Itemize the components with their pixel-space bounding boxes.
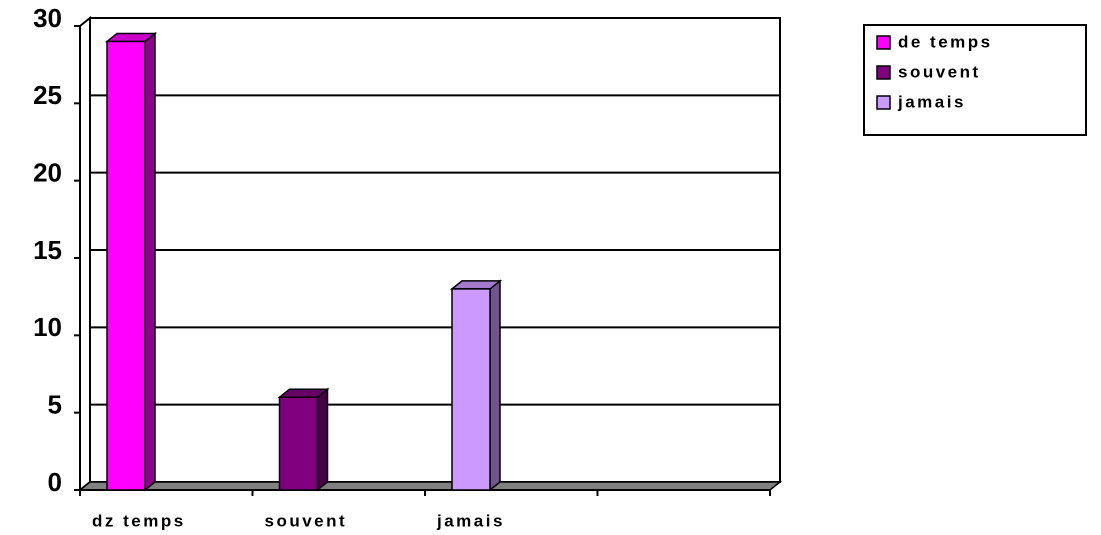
bar: [277, 387, 330, 492]
x-tick-label: dz temps: [92, 511, 186, 530]
y-tick-label: 5: [48, 390, 62, 420]
bar-front: [451, 288, 491, 491]
floor: [77, 481, 783, 491]
legend-swatch: [876, 65, 891, 80]
bar: [449, 279, 503, 492]
x-tick-label: souvent: [265, 511, 348, 530]
legend-box: [863, 24, 1087, 136]
legend-swatch: [876, 35, 891, 50]
legend-label: souvent: [898, 62, 981, 81]
y-tick-label: 30: [33, 3, 62, 33]
y-tick-label: 25: [33, 80, 62, 110]
legend-label: de temps: [898, 32, 993, 51]
bar-front: [278, 396, 319, 491]
y-tick-label: 15: [33, 235, 62, 265]
legend-label: jamais: [897, 92, 966, 111]
bar-side: [489, 279, 501, 492]
legend-swatch: [876, 95, 891, 110]
y-tick-label: 20: [33, 158, 62, 188]
bar-side: [144, 31, 156, 492]
bar-side: [316, 387, 329, 492]
bar: [104, 31, 158, 492]
side-wall: [79, 15, 91, 493]
x-tick-label: jamais: [436, 511, 505, 530]
bar-front: [106, 40, 146, 491]
y-tick-label: 10: [33, 312, 62, 342]
y-tick-label: 0: [48, 467, 62, 497]
